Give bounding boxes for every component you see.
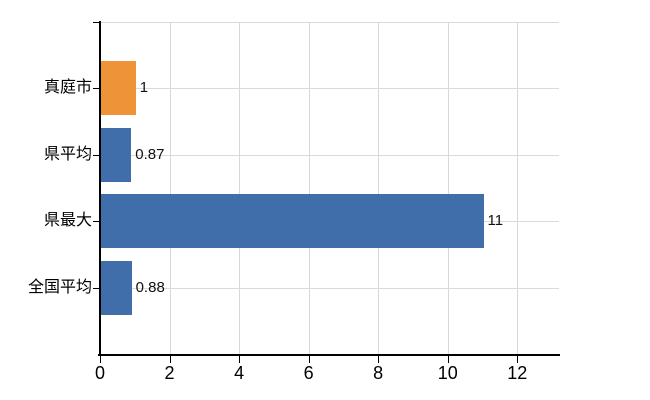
x-axis-tick-label: 10 bbox=[437, 363, 458, 383]
y-axis-tick bbox=[93, 154, 99, 156]
x-axis-tick bbox=[100, 356, 101, 363]
x-axis-line bbox=[98, 354, 560, 356]
x-axis-tick bbox=[239, 356, 241, 363]
horizontal-gridline bbox=[100, 88, 559, 90]
vertical-gridline bbox=[308, 22, 310, 354]
bar-value-label: 0.88 bbox=[135, 278, 165, 296]
y-axis-tick bbox=[93, 221, 99, 223]
x-axis-tick bbox=[308, 356, 310, 363]
x-axis-tick bbox=[378, 356, 380, 363]
bar bbox=[101, 194, 484, 249]
vertical-gridline bbox=[517, 22, 519, 354]
horizontal-gridline bbox=[100, 287, 559, 289]
bar-value-label: 11 bbox=[487, 212, 504, 230]
y-axis-tick bbox=[93, 88, 99, 90]
bar bbox=[101, 127, 132, 182]
x-axis-tick-label: 12 bbox=[507, 363, 528, 383]
y-axis-tick bbox=[93, 22, 99, 23]
vertical-gridline bbox=[239, 22, 241, 354]
bar bbox=[101, 61, 136, 116]
category-label: 真庭市 bbox=[43, 79, 92, 97]
y-axis-line bbox=[99, 21, 101, 355]
x-axis-tick bbox=[447, 356, 449, 363]
category-label: 県平均 bbox=[43, 145, 92, 163]
y-axis-tick bbox=[93, 287, 99, 289]
x-axis-tick bbox=[169, 356, 171, 363]
horizontal-gridline bbox=[100, 154, 559, 156]
vertical-gridline bbox=[169, 22, 171, 354]
bar-value-label: 0.87 bbox=[135, 145, 165, 163]
x-axis-tick-label: 4 bbox=[234, 363, 245, 383]
x-axis-tick-label: 6 bbox=[303, 363, 314, 383]
category-label: 県最大 bbox=[43, 212, 92, 230]
vertical-gridline bbox=[447, 22, 449, 354]
vertical-gridline bbox=[378, 22, 380, 354]
x-axis-tick-label: 8 bbox=[373, 363, 384, 383]
bar-value-label: 1 bbox=[139, 79, 149, 97]
horizontal-gridline bbox=[100, 22, 559, 23]
bar bbox=[101, 260, 132, 315]
x-axis-tick-label: 0 bbox=[94, 363, 105, 383]
x-axis-tick bbox=[517, 356, 519, 363]
category-label: 全国平均 bbox=[27, 278, 92, 296]
x-axis-tick-label: 2 bbox=[164, 363, 175, 383]
